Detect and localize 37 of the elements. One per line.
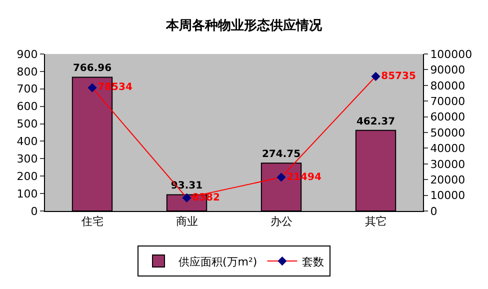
y-tick-label: 400 <box>16 135 38 148</box>
legend-label: 套数 <box>302 255 324 268</box>
y2-tick-label: 20000 <box>430 173 466 186</box>
x-tick-label: 办公 <box>270 215 292 228</box>
chart-title: 本周各种物业形态供应情况 <box>165 17 323 34</box>
y2-tick-label: 30000 <box>430 158 466 171</box>
point <box>276 172 286 182</box>
y2-tick-label: 10000 <box>430 189 466 202</box>
y-tick-label: 900 <box>16 48 38 61</box>
point <box>88 83 97 92</box>
data-label: 274.75 <box>262 149 301 160</box>
x-tick-label: 其它 <box>364 215 387 228</box>
y-tick-label: 200 <box>16 170 38 183</box>
y-tick-label: 800 <box>16 65 38 78</box>
x-tick-label: 商业 <box>176 215 198 228</box>
y2-tick-label: 90000 <box>430 64 466 77</box>
y-tick-label: 0 <box>30 204 38 218</box>
data-label: 85735 <box>381 70 416 82</box>
y-tick-label: 600 <box>16 100 38 114</box>
data-label: 766.96 <box>72 63 112 74</box>
x-tick-label: 住宅 <box>81 215 104 228</box>
y2-tick-label: 40000 <box>430 142 466 156</box>
data-label: 462.37 <box>356 116 396 128</box>
y2-tick-label: 0 <box>430 204 438 218</box>
data-label: 8382 <box>192 192 220 204</box>
y2-tick-label: 50000 <box>430 126 466 140</box>
y2-tick-label: 70000 <box>430 94 466 108</box>
legend-label: 供应面积(万m²) <box>178 255 258 268</box>
y-tick-label: 500 <box>16 118 38 131</box>
y2-tick-label: 100000 <box>430 48 472 61</box>
y-tick-label: 300 <box>16 152 38 166</box>
y2-tick-label: 80000 <box>430 79 466 92</box>
y-tick-label: 700 <box>16 82 38 96</box>
y-tick-label: 100 <box>16 187 38 200</box>
point <box>182 193 192 202</box>
point <box>371 72 380 81</box>
y2-tick-label: 60000 <box>430 110 466 124</box>
